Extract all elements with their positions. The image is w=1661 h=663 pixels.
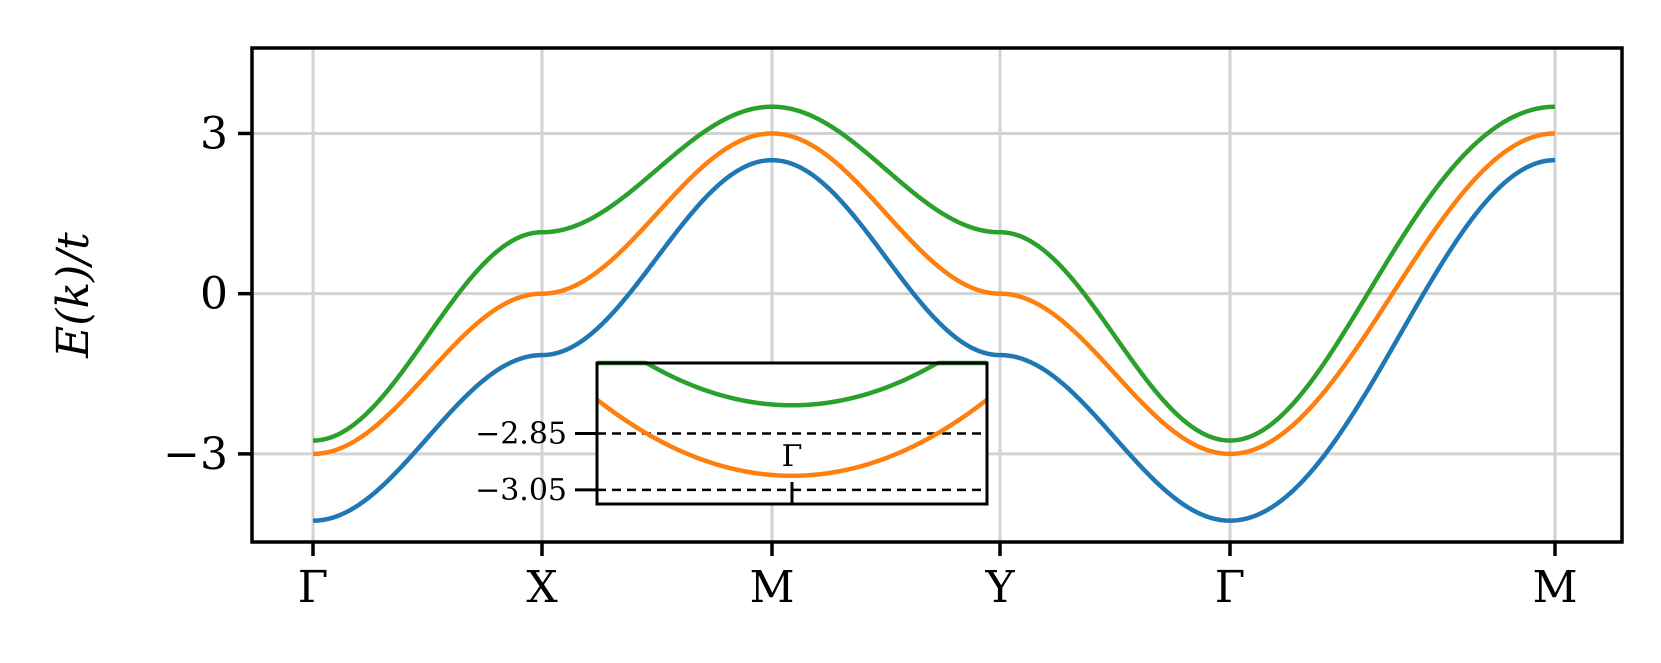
x-tick-label: Γ	[1215, 562, 1246, 613]
band-lines	[312, 104, 1556, 523]
y-axis-ticks: 3 0 −3	[163, 108, 252, 480]
inset-zoom: −2.85 −3.05 Γ	[475, 360, 989, 508]
band-line	[312, 157, 1556, 523]
x-tick-label: Γ	[298, 562, 329, 613]
band-line	[312, 104, 1556, 443]
inset-band-line	[597, 360, 987, 408]
x-tick-label: M	[749, 562, 794, 613]
inset-band-line	[595, 397, 989, 479]
band-line	[312, 131, 1556, 457]
y-tick-label: 3	[200, 108, 228, 159]
x-tick-label: M	[1532, 562, 1577, 613]
inset-y-tick-label: −3.05	[475, 473, 567, 508]
x-tick-label: Y	[984, 562, 1015, 613]
inset-y-tick-label: −2.85	[475, 417, 567, 452]
x-tick-label: X	[526, 562, 558, 613]
y-axis-label: E(k)/t	[48, 232, 99, 359]
inset-ticks: −2.85 −3.05 Γ	[475, 417, 802, 508]
inset-x-tick-label: Γ	[782, 439, 803, 474]
y-tick-label: 0	[200, 269, 228, 320]
y-tick-label: −3	[163, 429, 228, 480]
